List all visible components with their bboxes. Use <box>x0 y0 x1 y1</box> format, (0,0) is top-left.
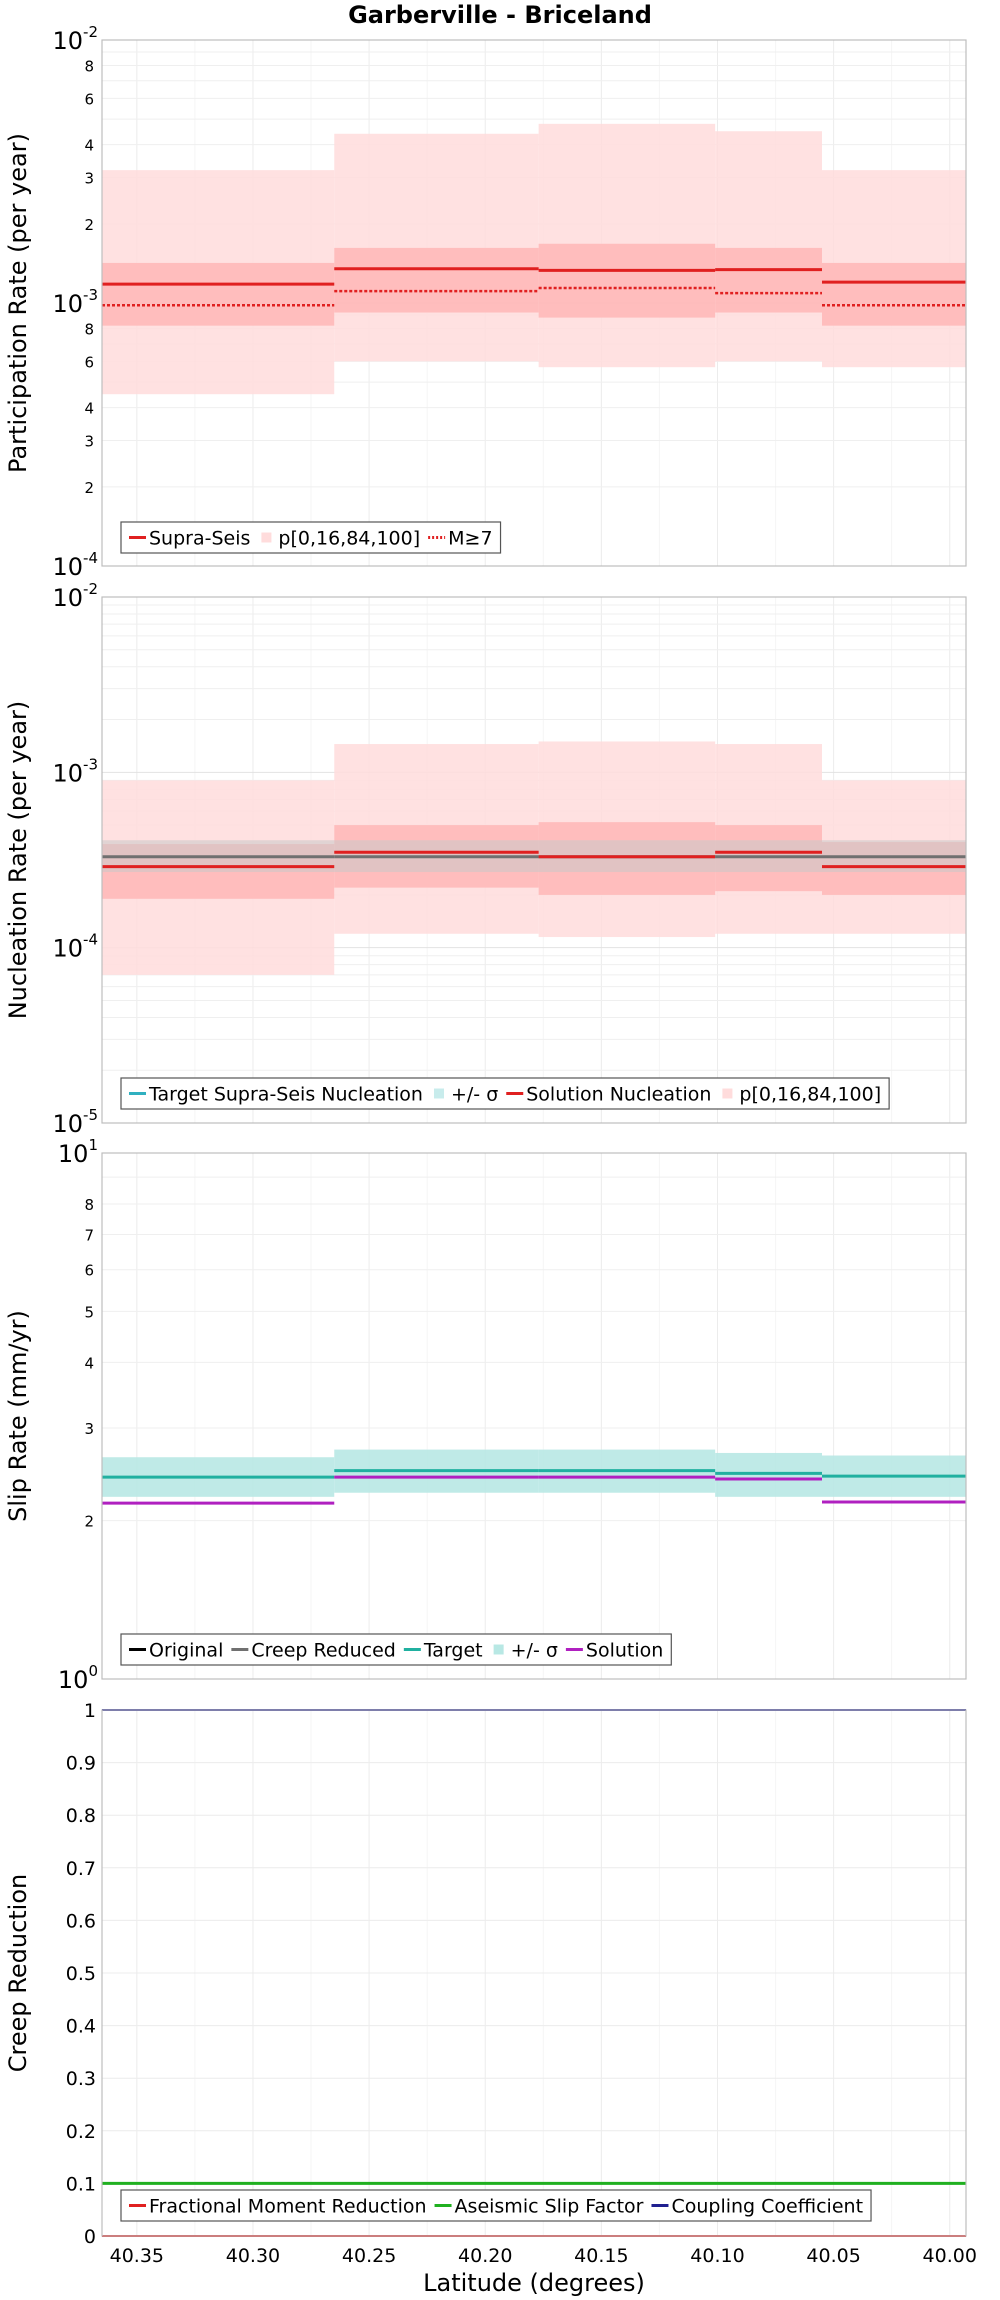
y-tick-label: 0 <box>84 2226 96 2248</box>
legend: Original Creep Reduced Target +/- σ Solution <box>120 1633 672 1666</box>
y-tick-label: 8 <box>84 57 94 75</box>
y-axis-label-creep: Creep Reduction <box>4 1874 32 2072</box>
legend-entry: Aseismic Slip Factor <box>455 2196 644 2218</box>
legend-entry: Original <box>149 1640 223 1662</box>
y-tick-label: 10-4 <box>52 549 98 581</box>
y-tick-label: 0.2 <box>66 2121 96 2143</box>
legend-entry: Target Supra-Seis Nucleation <box>148 1084 423 1106</box>
sigma-band <box>715 1452 822 1497</box>
legend-entry: Target <box>423 1640 483 1662</box>
x-tick-label: 40.35 <box>110 2245 164 2267</box>
y-tick-label: 3 <box>84 170 94 188</box>
y-tick-label: 0.9 <box>66 1753 96 1775</box>
y-tick-label: 6 <box>84 353 94 371</box>
y-tick-label: 3 <box>84 1420 94 1438</box>
percentile-band-outer <box>715 131 822 362</box>
legend: Target Supra-Seis Nucleation +/- σ Solutio… <box>120 1077 890 1110</box>
percentile-band-inner <box>715 247 822 313</box>
y-tick-label: 100 <box>58 1662 98 1694</box>
y-tick-label: 4 <box>84 137 94 155</box>
legend-swatch <box>722 1088 733 1099</box>
y-tick-label: 10-4 <box>52 931 98 963</box>
x-tick-label: 40.20 <box>458 2245 512 2267</box>
y-axis-label-slip: Slip Rate (mm/yr) <box>4 1310 32 1522</box>
chart-title: Garberville - Briceland <box>348 1 652 29</box>
y-tick-label: 7 <box>84 1226 94 1244</box>
legend-entry: Coupling Coefficient <box>671 2196 863 2218</box>
y-tick-label: 10-2 <box>52 23 98 55</box>
legend-entry: M≥7 <box>448 528 492 550</box>
legend-swatch <box>493 1644 504 1655</box>
legend-box <box>120 2189 872 2222</box>
percentile-band-inner <box>334 247 539 313</box>
legend-entry: Solution <box>586 1640 663 1662</box>
legend-entry: +/- σ <box>511 1640 558 1662</box>
legend-swatch <box>261 532 272 543</box>
y-tick-label: 0.5 <box>66 1963 96 1985</box>
y-axis-label-nucleation: Nucleation Rate (per year) <box>4 701 32 1020</box>
y-tick-label: 8 <box>84 1196 94 1214</box>
plot-border <box>101 1152 967 1680</box>
x-tick-label: 40.15 <box>574 2245 628 2267</box>
legend-entry: Solution Nucleation <box>526 1084 711 1106</box>
slip-rate-panel: 100 101 2 3 4 5 6 7 8 Slip Rate (mm/yr) Original Cr… <box>4 1136 967 1694</box>
y-tick-label: 5 <box>84 1303 94 1321</box>
y-tick-label: 1 <box>84 1700 96 1722</box>
y-axis-label-participation: Participation Rate (per year) <box>4 133 32 473</box>
legend-entry: Fractional Moment Reduction <box>149 2196 427 2218</box>
y-tick-label: 0.3 <box>66 2068 96 2090</box>
percentile-band-inner <box>102 262 335 326</box>
legend: Fractional Moment Reduction Aseismic Slip… <box>120 2189 872 2222</box>
y-tick-label: 0.4 <box>66 2016 96 2038</box>
x-tick-label: 40.05 <box>806 2245 860 2267</box>
x-tick-label: 40.25 <box>342 2245 396 2267</box>
percentile-band-inner <box>822 262 966 326</box>
legend-entry: +/- σ <box>451 1084 498 1106</box>
y-tick-label: 0.1 <box>66 2173 96 2195</box>
x-tick-label: 40.00 <box>923 2245 977 2267</box>
y-tick-label: 6 <box>84 90 94 108</box>
percentile-band-inner <box>538 243 716 318</box>
legend-box <box>120 1077 890 1110</box>
legend-entry: Supra-Seis <box>149 528 250 550</box>
y-tick-label: 8 <box>84 320 94 338</box>
nucleation-panel: 10-5 10-4 10-3 10-2 Nucleation Rate (per yea… <box>4 580 967 1138</box>
x-axis: 40.35 40.30 40.25 40.20 40.15 40.10 40.05 40.00 <box>110 2245 977 2267</box>
y-tick-label: 6 <box>84 1262 94 1280</box>
y-tick-label: 10-5 <box>52 1106 98 1138</box>
y-tick-label: 0.7 <box>66 1858 96 1880</box>
plot-border <box>101 1709 967 2237</box>
x-tick-label: 40.30 <box>226 2245 280 2267</box>
creep-reduction-panel: 0 0.1 0.2 0.3 0.4 0.5 0.6 0.7 0.8 0.9 1 Creep Reduc… <box>4 1700 967 2248</box>
y-tick-label: 2 <box>84 216 94 234</box>
legend-entry: Creep Reduced <box>251 1640 395 1662</box>
y-tick-label: 3 <box>84 433 94 451</box>
legend-entry: p[0,16,84,100] <box>278 528 420 550</box>
plot-border <box>101 39 967 567</box>
y-tick-label: 10-3 <box>52 755 98 787</box>
y-tick-label: 4 <box>84 400 94 418</box>
y-tick-label: 4 <box>84 1354 94 1372</box>
y-tick-label: 0.6 <box>66 1910 96 1932</box>
legend: Supra-Seis p[0,16,84,100] M≥7 <box>120 521 502 554</box>
y-tick-label: 0.8 <box>66 1805 96 1827</box>
y-tick-label: 2 <box>84 479 94 497</box>
participation-panel: 10-4 10-3 10-2 2 3 4 6 8 2 3 4 6 8 Participation Rate… <box>4 23 967 581</box>
legend-entry: p[0,16,84,100] <box>739 1084 881 1106</box>
y-tick-label: 2 <box>84 1513 94 1531</box>
y-tick-label: 10-2 <box>52 580 98 612</box>
x-axis-label: Latitude (degrees) <box>423 2269 645 2297</box>
y-tick-label: 101 <box>58 1136 98 1168</box>
legend-swatch <box>433 1088 444 1099</box>
y-tick-label: 10-3 <box>52 286 98 318</box>
percentile-band-outer <box>334 133 539 362</box>
x-tick-label: 40.10 <box>690 2245 744 2267</box>
plot-border <box>101 596 967 1124</box>
